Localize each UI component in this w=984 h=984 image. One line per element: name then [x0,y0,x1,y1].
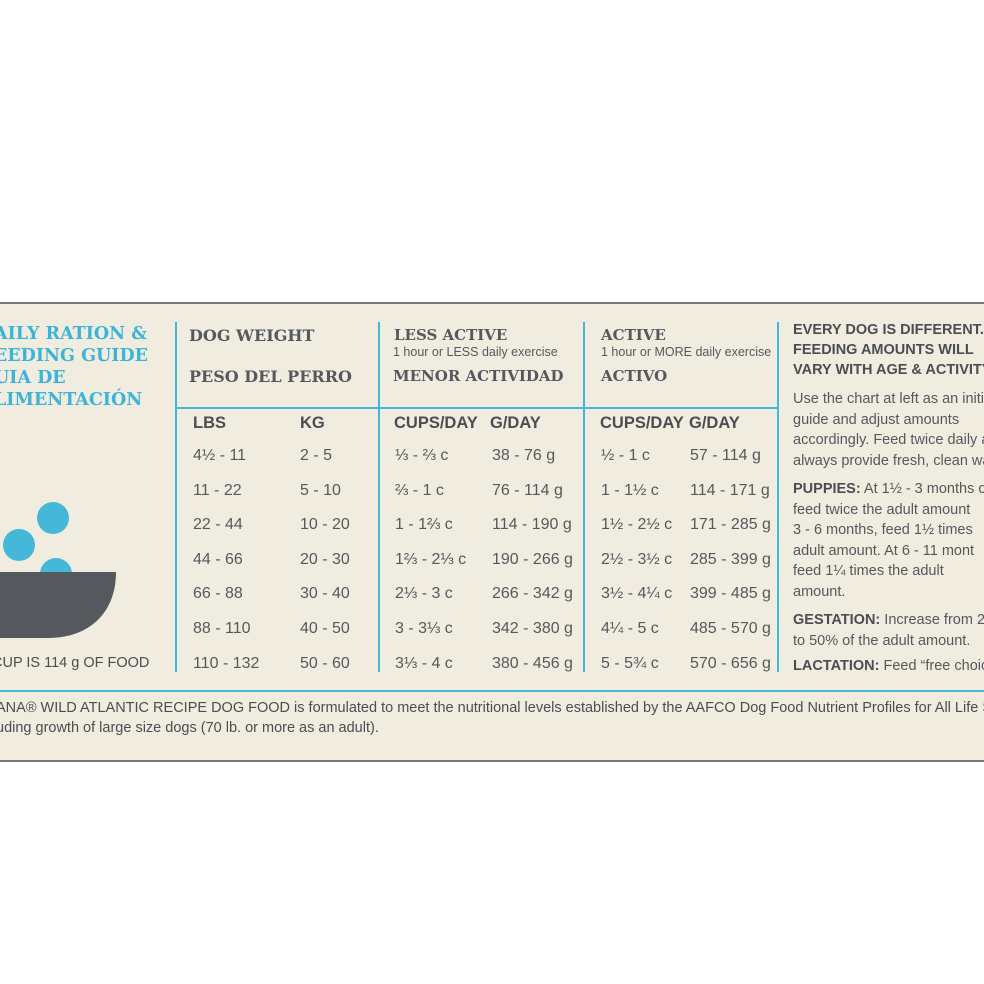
cell-lbs: 66 - 88 [193,585,243,603]
col-less-g: G/DAY [490,414,541,432]
cell-lbs: 4½ - 11 [193,447,247,464]
cell-active-g: 485 - 570 g [690,620,771,637]
cell-less-g: 38 - 76 g [492,447,556,464]
active-heading: ACTIVE [601,326,666,344]
col-kg: KG [300,414,325,432]
guide-line-4: always provide fresh, clean wat [793,452,984,469]
gestation-line-1: GESTATION: Increase from 2 [793,610,984,631]
cell-active-cups: 5 - 5¾ c [601,654,659,672]
guide-line-2: guide and adjust amounts [793,411,960,428]
title-line-1: AILY RATION & [0,324,148,344]
puppies-line-5: feed 1¼ times the adult [793,563,944,579]
puppies-line-4: adult amount. At 6 - 11 mont [793,542,975,559]
cell-kg: 40 - 50 [300,620,350,637]
cell-active-g: 57 - 114 g [690,447,761,464]
puppies-label: PUPPIES: [793,481,861,497]
cell-active-g: 171 - 285 g [690,516,771,534]
divider-2 [378,322,380,672]
cell-less-g: 114 - 190 g [492,516,572,534]
food-bowl-icon [0,502,116,638]
cell-less-cups: 3 - 3⅓ c [395,620,453,637]
cell-less-g: 380 - 456 g [492,654,573,672]
lactation-line: LACTATION: Feed “free choic [793,656,984,677]
less-active-heading: LESS ACTIVE [394,326,508,344]
cell-active-g: 114 - 171 g [690,481,770,499]
footer-line-1: ANA® WILD ATLANTIC RECIPE DOG FOOD is fo… [0,700,984,716]
divider-1 [175,322,177,672]
col-less-cups: CUPS/DAY [394,414,478,432]
active-sub: 1 hour or MORE daily exercise [601,345,772,359]
title-line-2: EEDING GUIDE [0,346,148,366]
divider-3 [583,322,585,672]
gestation-label: GESTATION: [793,612,881,628]
cell-less-g: 266 - 342 g [492,585,573,603]
cell-lbs: 110 - 132 [193,654,260,672]
cell-active-cups: 3½ - 4¼ c [601,585,673,603]
less-active-sub: 1 hour or LESS daily exercise [393,345,558,359]
puppies-first: At 1½ - 3 months o [860,481,984,497]
divider-4 [777,322,779,672]
cell-less-cups: 3⅓ - 4 c [395,654,453,672]
weight-heading-es: PESO DEL PERRO [189,367,352,386]
cell-lbs: 11 - 22 [193,481,242,499]
cell-less-cups: ⅓ - ⅔ c [395,447,449,464]
cell-lbs: 88 - 110 [193,620,251,637]
footer-statement: ANA® WILD ATLANTIC RECIPE DOG FOOD is fo… [0,698,984,738]
header-rule [175,407,779,409]
title-line-3: UIA DE [0,368,66,388]
title-line-4: LIMENTACIÓN [0,390,143,410]
feeding-label-panel: AILY RATION & EEDING GUIDE UIA DE LIMENT… [0,302,984,762]
col-active-cups: CUPS/DAY [600,414,684,432]
col-active-g: G/DAY [689,414,740,432]
lactation-label: LACTATION: [793,658,880,674]
guide-title: AILY RATION & EEDING GUIDE UIA DE LIMENT… [0,323,148,411]
cup-note: CUP IS 114 g OF FOOD [0,655,149,671]
cell-less-cups: ⅔ - 1 c [395,481,444,499]
cell-less-g: 342 - 380 g [492,620,573,637]
footer-rule [0,690,984,692]
right-heading-1: EVERY DOG IS DIFFERENT. [793,322,984,338]
puppies-line-3: 3 - 6 months, feed 1½ times [793,522,973,538]
cell-kg: 20 - 30 [300,550,350,568]
right-panel: EVERY DOG IS DIFFERENT. FEEDING AMOUNTS … [793,320,984,677]
lactation-text: Feed “free choic [879,658,984,674]
cell-active-g: 570 - 656 g [690,654,771,672]
less-active-heading-es: MENOR ACTIVIDAD [393,367,564,385]
cell-active-cups: 1 - 1½ c [601,481,659,499]
cell-lbs: 22 - 44 [193,516,243,534]
cell-kg: 30 - 40 [300,585,350,603]
puppies-line-2: feed twice the adult amount [793,501,971,518]
right-heading-3: VARY WITH AGE & ACTIVITY [793,362,984,378]
cell-less-cups: 1⅔ - 2⅓ c [395,550,467,568]
gestation-line-2: to 50% of the adult amount. [793,632,971,649]
right-heading-2: FEEDING AMOUNTS WILL [793,342,974,358]
cell-less-g: 76 - 114 g [492,481,563,499]
cell-active-cups: 2½ - 3½ c [601,550,673,568]
cell-kg: 5 - 10 [300,481,341,499]
cell-kg: 2 - 5 [300,447,333,464]
cell-active-cups: 1½ - 2½ c [601,516,673,534]
cup-note-text: CUP IS 114 g OF FOOD [0,655,150,671]
cell-less-g: 190 - 266 g [492,550,573,568]
cell-kg: 10 - 20 [300,516,350,534]
cell-active-g: 399 - 485 g [690,585,771,603]
active-heading-es: ACTIVO [601,367,668,385]
cell-active-cups: ½ - 1 c [601,447,650,464]
cell-active-g: 285 - 399 g [690,550,771,568]
cell-lbs: 44 - 66 [193,550,243,568]
cell-less-cups: 2⅓ - 3 c [395,585,453,603]
cell-kg: 50 - 60 [300,654,350,672]
puppies-line-1: PUPPIES: At 1½ - 3 months o [793,479,984,500]
cell-less-cups: 1 - 1⅔ c [395,516,453,534]
weight-heading-en: DOG WEIGHT [189,326,315,345]
puppies-line-6: amount. [793,583,846,600]
col-lbs: LBS [193,414,226,432]
cell-active-cups: 4¼ - 5 c [601,620,659,637]
footer-line-2: uding growth of large size dogs (70 lb. … [0,720,379,736]
gestation-first: Increase from 2 [880,612,984,628]
guide-line-1: Use the chart at left as an initial [793,391,984,407]
guide-line-3: accordingly. Feed twice daily a [793,432,984,448]
